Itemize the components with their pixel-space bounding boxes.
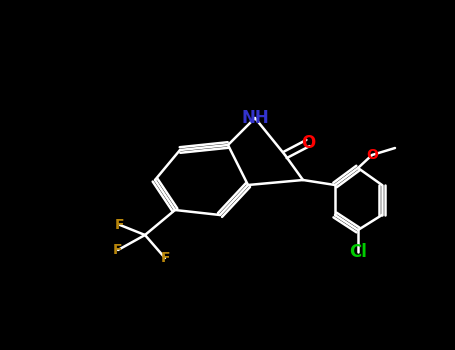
Text: F: F: [115, 218, 125, 232]
Text: O: O: [301, 134, 315, 152]
Text: Cl: Cl: [349, 243, 367, 261]
Text: F: F: [113, 243, 123, 257]
Text: NH: NH: [241, 109, 269, 127]
Text: F: F: [160, 251, 170, 265]
Text: O: O: [366, 148, 378, 162]
